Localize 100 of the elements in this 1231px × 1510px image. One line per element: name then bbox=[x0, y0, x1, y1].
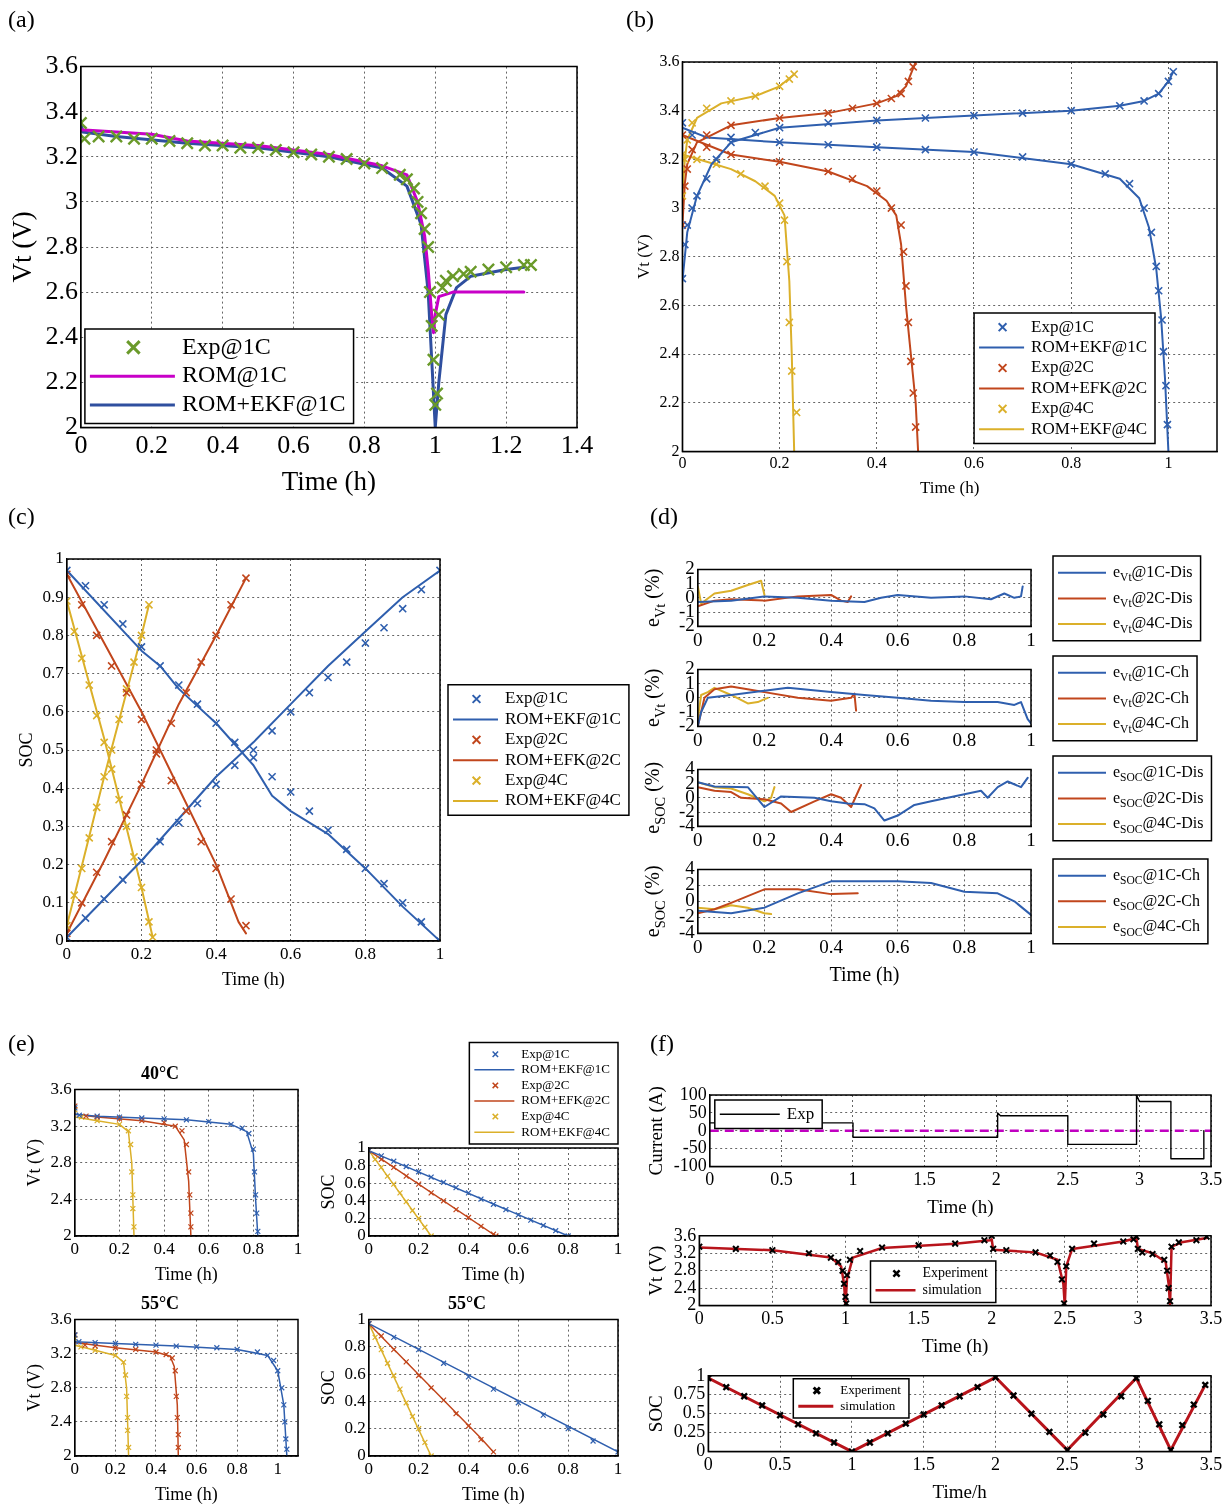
y-axis-title: eSOC (%) bbox=[641, 865, 668, 938]
y-axis-title: eVt (%) bbox=[641, 668, 668, 727]
text: (a) bbox=[8, 6, 35, 33]
x-tick-label: 0.6 bbox=[185, 1458, 208, 1478]
x-tick-label: 0.4 bbox=[457, 1458, 480, 1478]
x-tick-label: 0.8 bbox=[226, 1458, 248, 1478]
x-tick-label: 1.5 bbox=[912, 1454, 935, 1475]
legend-label: simulation bbox=[922, 1281, 982, 1297]
x-axis-title: Time (h) bbox=[462, 1483, 525, 1505]
y-tick-label: 0.6 bbox=[42, 701, 64, 721]
y-tick-label: 2.6 bbox=[659, 295, 680, 313]
legend-label: ROM+EKF@1C bbox=[521, 1061, 610, 1077]
x-tick-label: 1 bbox=[1026, 935, 1036, 957]
legend-label: Experiment bbox=[922, 1265, 988, 1281]
legend-label: Exp@4C bbox=[521, 1108, 570, 1124]
legend-label: Experiment bbox=[840, 1382, 902, 1398]
x-tick-label: 0.2 bbox=[752, 628, 777, 650]
x-tick-label: 0.2 bbox=[408, 1238, 430, 1258]
x-tick-label: 0.4 bbox=[819, 728, 844, 750]
y-tick-label: 1 bbox=[696, 1364, 706, 1385]
legend-label: simulation bbox=[840, 1397, 896, 1413]
x-tick-label: 0.8 bbox=[242, 1238, 264, 1258]
y-tick-label: 2.8 bbox=[659, 246, 680, 264]
x-axis-title: Time (h) bbox=[920, 478, 980, 498]
legend-label: Exp@4C bbox=[1031, 398, 1094, 418]
x-tick-label: 3.5 bbox=[1199, 1454, 1223, 1475]
y-axis-title: Vt (V) bbox=[645, 1245, 668, 1296]
x-axis-title: Time (h) bbox=[222, 968, 285, 990]
x-tick-label: 1.2 bbox=[489, 429, 523, 459]
y-tick-label: 3.6 bbox=[50, 1079, 72, 1099]
x-tick-label: 0.4 bbox=[819, 628, 844, 650]
x-tick-label: 0.8 bbox=[1061, 454, 1082, 472]
x-tick-label: 0.5 bbox=[768, 1454, 792, 1475]
y-tick-label: 3.2 bbox=[45, 140, 78, 170]
y-tick-label: 1 bbox=[55, 548, 64, 568]
y-tick-label: 3.6 bbox=[45, 50, 78, 80]
x-tick-label: 0.8 bbox=[952, 728, 977, 750]
x-tick-label: 0.4 bbox=[866, 454, 887, 472]
y-axis-title: eSOC (%) bbox=[641, 761, 668, 834]
y-tick-label: 3.4 bbox=[45, 95, 78, 125]
text: (c) bbox=[8, 503, 35, 530]
y-tick-label: 2.6 bbox=[45, 275, 78, 305]
x-tick-label: 1 bbox=[1026, 728, 1036, 750]
legend-label: Exp@2C bbox=[1031, 357, 1094, 377]
y-tick-label: 0.3 bbox=[42, 815, 64, 835]
x-tick-label: 3 bbox=[1134, 1169, 1144, 1190]
x-tick-label: 2 bbox=[987, 1308, 997, 1329]
y-tick-label: 0.25 bbox=[673, 1421, 706, 1442]
y-tick-label: 3.4 bbox=[659, 100, 680, 118]
x-tick-label: 0.2 bbox=[108, 1238, 131, 1258]
chart-title: 55°C bbox=[140, 1293, 180, 1314]
x-tick-label: 0.5 bbox=[770, 1169, 793, 1190]
y-tick-label: 0.1 bbox=[42, 892, 64, 912]
x-tick-label: 0.2 bbox=[408, 1458, 430, 1478]
y-tick-label: 3.6 bbox=[659, 52, 680, 70]
x-tick-label: 1 bbox=[435, 943, 445, 963]
chart-title: 55°C bbox=[447, 1293, 487, 1314]
x-axis-title: Time/h bbox=[932, 1480, 988, 1502]
y-axis-title: eVt (%) bbox=[641, 568, 668, 627]
x-tick-label: 0.6 bbox=[885, 828, 910, 850]
x-tick-label: 0.2 bbox=[104, 1458, 127, 1478]
x-tick-label: 0.8 bbox=[557, 1238, 579, 1258]
x-tick-label: 0.6 bbox=[885, 728, 910, 750]
y-tick-label: -100 bbox=[673, 1155, 707, 1176]
y-tick-label: 2.4 bbox=[45, 321, 78, 351]
x-tick-label: 0.4 bbox=[819, 828, 844, 850]
y-tick-label: 0.4 bbox=[344, 1190, 367, 1210]
y-tick-label: 0 bbox=[357, 1225, 366, 1245]
x-tick-label: 1 bbox=[293, 1238, 303, 1258]
legend-label: ROM+EFK@2C bbox=[505, 749, 621, 769]
x-tick-label: 0.4 bbox=[145, 1458, 168, 1478]
legend-label: ROM+EKF@4C bbox=[505, 790, 621, 810]
x-tick-label: 1 bbox=[847, 1454, 857, 1475]
x-tick-label: 0.2 bbox=[769, 454, 790, 472]
y-tick-label: 3.2 bbox=[50, 1115, 72, 1135]
y-tick-label: 2.4 bbox=[659, 344, 680, 362]
y-tick-label: 0.4 bbox=[42, 777, 65, 797]
x-tick-label: 2.5 bbox=[1053, 1308, 1077, 1329]
x-tick-label: 0.4 bbox=[819, 935, 844, 957]
y-tick-label: 3.2 bbox=[659, 149, 680, 167]
y-tick-label: 50 bbox=[688, 1101, 707, 1122]
x-tick-label: 0.2 bbox=[135, 429, 169, 459]
y-tick-label: 0.75 bbox=[673, 1383, 706, 1404]
y-tick-label: -50 bbox=[682, 1137, 707, 1158]
x-tick-label: 3 bbox=[1134, 1454, 1144, 1475]
y-tick-label: 2.8 bbox=[50, 1152, 72, 1172]
y-tick-label: 0.8 bbox=[344, 1155, 366, 1175]
x-axis-title: Time (h) bbox=[155, 1263, 218, 1285]
legend-label: ROM+EKF@1C bbox=[181, 390, 346, 417]
text: (b) bbox=[626, 6, 654, 33]
x-tick-label: 1 bbox=[613, 1458, 623, 1478]
y-tick-label: 0.6 bbox=[344, 1363, 366, 1383]
x-tick-label: 0.6 bbox=[885, 628, 910, 650]
legend-label: Exp@1C bbox=[505, 688, 568, 708]
x-tick-label: 1 bbox=[613, 1238, 623, 1258]
legend-label: ROM+EFK@2C bbox=[1031, 377, 1148, 397]
y-tick-label: 0.2 bbox=[344, 1207, 366, 1227]
x-tick-label: 0.8 bbox=[952, 935, 977, 957]
x-tick-label: 1 bbox=[848, 1169, 858, 1190]
x-tick-label: 0.4 bbox=[153, 1238, 176, 1258]
